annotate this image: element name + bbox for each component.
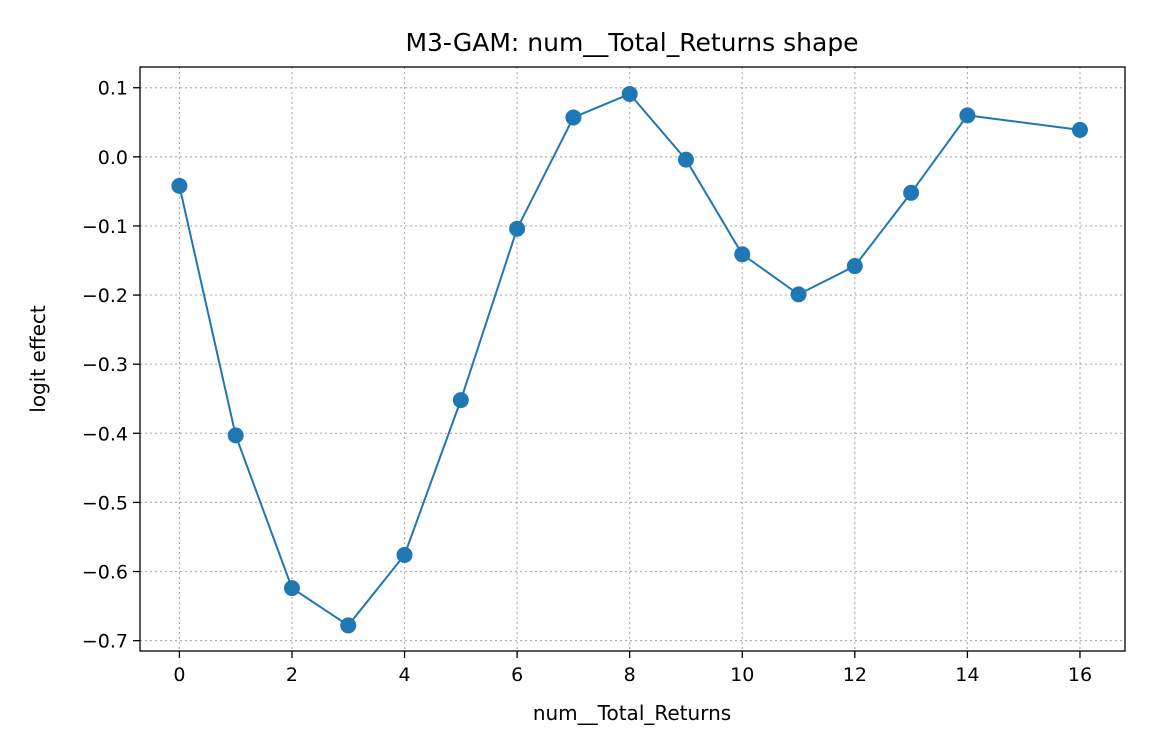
data-point — [734, 246, 751, 263]
data-point — [509, 220, 526, 237]
chart-title: M3-GAM: num__Total_Returns shape — [405, 28, 858, 57]
x-tick-label: 2 — [286, 664, 298, 686]
data-point — [903, 184, 920, 201]
x-tick-label: 16 — [1068, 664, 1092, 686]
data-point — [340, 617, 357, 634]
y-tick-label: 0.1 — [98, 78, 128, 100]
data-point — [565, 109, 582, 126]
y-tick-label: −0.4 — [82, 423, 128, 445]
x-tick-label: 10 — [730, 664, 754, 686]
y-tick-label: −0.2 — [82, 285, 128, 307]
data-point — [790, 286, 807, 303]
series-layer — [171, 85, 1088, 634]
x-axis-label: num__Total_Returns — [533, 701, 731, 725]
plot-frame — [139, 66, 1126, 652]
grid-layer — [140, 67, 1125, 651]
y-tick-label: −0.6 — [82, 562, 128, 584]
tick-layer: 0 2 4 6 8 10 12 14 16 0.1 0.0 −0.1 −0.2 −0.3 −0.4 −0.5 −… — [82, 78, 1092, 686]
y-axis-label: logit effect — [26, 305, 50, 413]
data-point — [959, 107, 976, 124]
data-point — [283, 580, 300, 597]
x-tick-label: 0 — [173, 664, 185, 686]
data-point — [621, 85, 638, 102]
x-tick-label: 8 — [624, 664, 636, 686]
x-tick-label: 12 — [843, 664, 867, 686]
data-point — [677, 151, 694, 168]
x-tick-label: 4 — [398, 664, 410, 686]
data-point — [846, 258, 863, 275]
data-point — [1071, 121, 1088, 138]
y-tick-label: 0.0 — [98, 147, 128, 169]
y-tick-label: −0.1 — [82, 216, 128, 238]
y-tick-label: −0.7 — [82, 631, 128, 653]
data-point — [227, 427, 244, 444]
x-tick-label: 14 — [955, 664, 979, 686]
y-tick-label: −0.5 — [82, 492, 128, 514]
data-point — [452, 392, 469, 409]
data-point — [171, 177, 188, 194]
series-line — [178, 92, 1081, 627]
x-tick-label: 6 — [511, 664, 523, 686]
data-point — [396, 546, 413, 563]
y-tick-label: −0.3 — [82, 354, 128, 376]
